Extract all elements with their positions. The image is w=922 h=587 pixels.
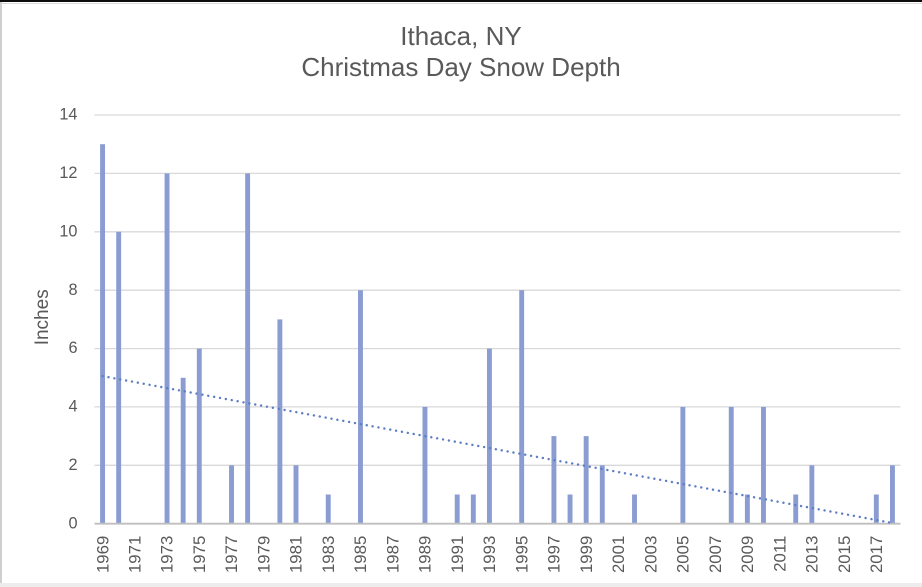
svg-text:8: 8 xyxy=(68,281,77,299)
svg-text:6: 6 xyxy=(68,339,77,357)
svg-text:2001: 2001 xyxy=(609,536,628,573)
svg-text:2017: 2017 xyxy=(867,536,886,573)
svg-text:0: 0 xyxy=(68,514,77,532)
svg-text:1973: 1973 xyxy=(158,536,177,573)
svg-text:1975: 1975 xyxy=(190,536,209,573)
svg-text:2009: 2009 xyxy=(738,536,757,573)
svg-text:1989: 1989 xyxy=(416,536,435,573)
svg-text:1977: 1977 xyxy=(222,536,241,573)
svg-text:2011: 2011 xyxy=(770,536,789,572)
svg-text:1987: 1987 xyxy=(383,536,402,573)
svg-text:1999: 1999 xyxy=(577,536,596,573)
svg-text:Ithaca, NY: Ithaca, NY xyxy=(400,21,521,51)
svg-text:1997: 1997 xyxy=(545,536,564,573)
svg-text:1969: 1969 xyxy=(93,536,112,573)
svg-text:1979: 1979 xyxy=(254,536,273,573)
svg-text:1985: 1985 xyxy=(351,536,370,573)
svg-text:1983: 1983 xyxy=(319,536,338,573)
svg-text:2003: 2003 xyxy=(641,536,660,573)
svg-text:2: 2 xyxy=(68,456,77,474)
svg-text:1995: 1995 xyxy=(512,536,531,573)
svg-text:2007: 2007 xyxy=(706,536,725,573)
svg-text:1971: 1971 xyxy=(126,536,145,573)
svg-text:Inches: Inches xyxy=(32,289,53,345)
svg-text:2015: 2015 xyxy=(835,536,854,573)
svg-text:12: 12 xyxy=(59,164,77,182)
svg-text:2005: 2005 xyxy=(674,536,693,573)
svg-text:4: 4 xyxy=(68,398,77,416)
svg-text:1991: 1991 xyxy=(448,536,467,573)
svg-text:10: 10 xyxy=(59,222,77,240)
svg-text:1993: 1993 xyxy=(480,536,499,573)
svg-text:Christmas Day Snow Depth: Christmas Day Snow Depth xyxy=(301,52,620,82)
svg-text:2013: 2013 xyxy=(803,536,822,573)
svg-text:1981: 1981 xyxy=(287,536,306,573)
svg-text:14: 14 xyxy=(59,106,77,124)
